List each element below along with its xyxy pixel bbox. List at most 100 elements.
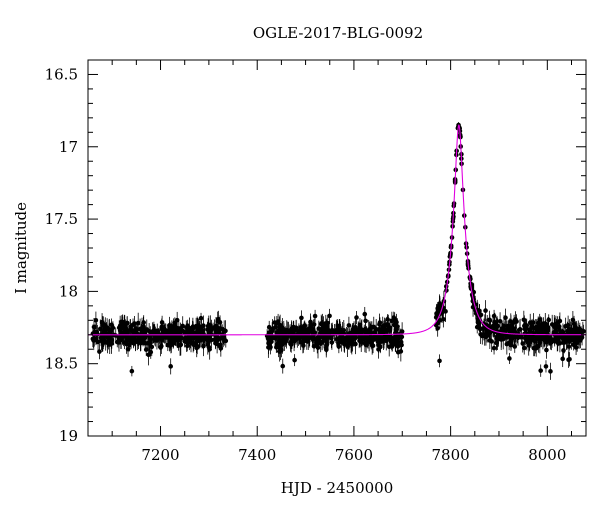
data-point — [294, 333, 300, 338]
data-point — [368, 340, 374, 346]
y-axis: 16.5 17 17.5 18 18.5 19 — [45, 59, 586, 445]
data-point — [94, 329, 100, 335]
data-point — [557, 333, 563, 338]
data-point — [147, 334, 153, 340]
data-point — [477, 320, 482, 325]
data-point — [549, 337, 555, 342]
data-point — [282, 340, 287, 345]
data-point — [353, 325, 358, 330]
data-point — [104, 326, 109, 332]
data-point — [357, 336, 363, 341]
data-point — [376, 347, 381, 352]
data-point — [495, 336, 500, 342]
data-point — [99, 339, 105, 344]
data-point — [566, 357, 571, 363]
data-point — [391, 315, 397, 320]
data-point — [209, 337, 214, 343]
data-point — [184, 329, 190, 335]
data-point — [316, 337, 321, 343]
data-point — [221, 327, 227, 333]
data-point — [354, 315, 359, 320]
y-tick-label: 17 — [59, 138, 78, 156]
data-point — [174, 317, 180, 323]
data-point — [127, 327, 133, 332]
data-point — [122, 321, 127, 327]
data-point — [173, 324, 178, 329]
data-point — [507, 356, 512, 361]
data-point — [178, 342, 184, 348]
data-point — [399, 342, 404, 348]
data-point — [277, 349, 282, 354]
data-point — [217, 320, 223, 325]
data-point — [572, 325, 578, 330]
data-point — [167, 323, 172, 328]
data-point — [272, 335, 278, 341]
data-point — [504, 327, 509, 333]
data-point — [280, 363, 286, 369]
data-point — [292, 357, 297, 363]
data-point — [311, 322, 317, 327]
data-point — [515, 335, 521, 340]
data-point — [490, 323, 496, 329]
data-point — [319, 321, 324, 326]
data-point — [379, 338, 385, 343]
x-tick-label: 8000 — [528, 446, 566, 464]
data-point — [355, 328, 361, 333]
data-point — [350, 327, 356, 333]
data-point — [513, 317, 518, 322]
data-point — [498, 333, 504, 338]
data-point — [148, 349, 154, 355]
data-point — [218, 344, 223, 349]
data-point — [527, 336, 532, 342]
data-point — [130, 322, 136, 328]
data-point — [113, 333, 119, 338]
x-tick-label: 7800 — [432, 446, 470, 464]
data-point — [284, 336, 289, 342]
data-point — [510, 325, 516, 331]
data-point — [534, 328, 540, 334]
data-point — [506, 340, 512, 346]
data-point — [544, 347, 549, 353]
data-point — [194, 343, 200, 349]
data-point — [565, 328, 570, 334]
data-point — [143, 347, 149, 352]
data-point — [395, 339, 401, 345]
data-point — [97, 349, 102, 354]
data-points — [90, 122, 586, 380]
data-point — [566, 344, 572, 349]
data-point — [190, 324, 196, 329]
y-axis-label: I magnitude — [12, 202, 30, 294]
data-point — [275, 319, 281, 324]
chart-title: OGLE-2017-BLG-0092 — [253, 24, 423, 42]
data-point — [363, 342, 369, 348]
data-point — [489, 339, 494, 344]
data-point — [557, 318, 563, 324]
data-point — [135, 320, 141, 326]
y-tick-label: 18.5 — [45, 355, 78, 373]
y-tick-label: 18 — [59, 282, 78, 300]
data-point — [316, 326, 322, 331]
data-point — [302, 323, 308, 329]
data-point — [553, 321, 559, 327]
x-tick-label: 7400 — [238, 446, 276, 464]
data-point — [540, 336, 546, 341]
data-point — [323, 334, 329, 340]
data-point — [327, 313, 332, 319]
data-point — [107, 335, 113, 340]
data-point — [437, 301, 443, 306]
data-point — [147, 339, 152, 345]
data-point — [276, 344, 281, 350]
data-point — [437, 358, 442, 364]
data-point — [561, 348, 566, 353]
data-point — [159, 343, 164, 349]
data-point — [205, 342, 211, 347]
data-point — [93, 318, 99, 323]
data-point — [517, 327, 523, 332]
data-point — [538, 368, 544, 373]
data-point — [266, 330, 272, 335]
data-point — [100, 322, 106, 328]
data-point — [548, 369, 553, 374]
data-point — [163, 335, 169, 340]
data-point — [167, 342, 172, 347]
data-point — [491, 345, 497, 351]
